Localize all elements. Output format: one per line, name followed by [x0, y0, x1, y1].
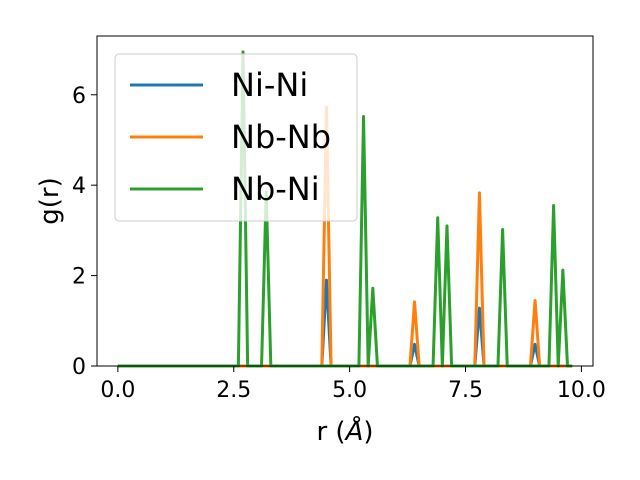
axes-frame [96, 35, 594, 367]
legend-label-nb-nb: Nb-Nb [231, 118, 331, 156]
y-ticks: 0 2 4 6 [72, 84, 97, 380]
legend-label-nb-ni: Nb-Ni [231, 170, 320, 208]
x-tick-label: 5.0 [332, 378, 367, 403]
y-tick-label: 2 [72, 265, 86, 290]
x-ticks: 0.0 2.5 5.0 7.5 10.0 [100, 366, 606, 403]
legend-box [114, 53, 358, 222]
x-axis-label: r (Å) [316, 415, 373, 447]
x-tick-label: 7.5 [448, 378, 483, 403]
legend-label-ni-ni: Ni-Ni [231, 66, 308, 104]
x-tick-label: 0.0 [100, 378, 135, 403]
y-tick-label: 6 [72, 84, 86, 109]
series-line-nb-ni [117, 50, 573, 368]
y-axis-label: g(r) [35, 177, 65, 224]
x-tick-label: 2.5 [216, 378, 251, 403]
x-tick-label: 10.0 [557, 378, 606, 403]
y-tick-label: 0 [72, 355, 86, 380]
y-tick-label: 4 [72, 174, 86, 199]
legend: Ni-Ni Nb-Nb Nb-Ni [114, 53, 358, 222]
